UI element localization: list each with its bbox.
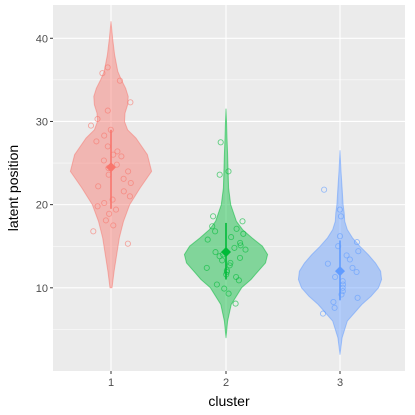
violins	[69, 21, 383, 355]
data-point	[321, 186, 328, 193]
data-point	[116, 77, 123, 84]
data-point	[335, 243, 342, 250]
data-point	[233, 225, 240, 232]
data-point	[209, 223, 216, 230]
violin-group-2	[183, 108, 269, 339]
data-point	[210, 213, 217, 220]
data-point	[127, 179, 134, 187]
data-point	[126, 193, 133, 200]
data-point	[95, 183, 102, 190]
data-point	[225, 290, 232, 297]
data-point	[112, 206, 120, 213]
data-point	[100, 157, 107, 164]
x-tick-label: 2	[223, 377, 229, 389]
data-point	[239, 218, 246, 225]
mean-marker	[221, 247, 231, 258]
data-point	[228, 234, 235, 241]
data-point	[124, 240, 131, 247]
data-point	[338, 291, 345, 298]
data-point	[94, 203, 101, 210]
data-point	[99, 70, 106, 77]
data-point	[212, 228, 219, 235]
data-point	[221, 285, 228, 292]
mean-marker	[106, 162, 116, 173]
data-point	[237, 239, 244, 246]
data-point	[212, 249, 219, 256]
data-point	[113, 161, 120, 168]
x-axis-title: cluster	[208, 393, 250, 409]
data-point	[353, 268, 360, 276]
y-axis-title: latent position	[5, 145, 21, 231]
data-point	[324, 260, 331, 267]
data-point	[204, 236, 211, 243]
data-point	[127, 99, 134, 106]
y-tick-label: 10	[36, 283, 48, 295]
data-point	[120, 175, 127, 182]
data-point	[101, 199, 108, 207]
data-point	[109, 196, 116, 203]
data-point	[118, 153, 125, 160]
data-point	[233, 273, 240, 281]
data-point	[231, 244, 238, 251]
violin-group-3	[297, 150, 383, 355]
data-point	[349, 264, 356, 271]
y-tick-label: 20	[36, 200, 48, 212]
data-point	[104, 107, 111, 114]
data-point	[227, 259, 234, 266]
data-point	[337, 213, 345, 220]
data-point	[336, 206, 343, 213]
data-point	[120, 188, 127, 195]
y-tick-label: 30	[36, 116, 48, 128]
data-point	[90, 228, 97, 235]
data-point	[237, 242, 244, 249]
data-point	[223, 268, 230, 276]
data-point	[336, 233, 344, 240]
data-point	[213, 281, 220, 288]
data-point	[343, 252, 350, 259]
data-point	[114, 148, 121, 155]
data-point	[319, 310, 327, 317]
violin-group-1	[69, 21, 153, 289]
data-point	[226, 262, 233, 269]
data-point	[236, 254, 244, 261]
data-point	[87, 122, 95, 129]
data-point	[94, 115, 101, 123]
data-point	[104, 64, 111, 71]
x-tick-label: 1	[108, 377, 114, 389]
data-point	[232, 300, 239, 307]
data-point	[101, 132, 108, 139]
data-point	[102, 217, 109, 224]
data-point	[331, 304, 338, 311]
data-point	[332, 273, 339, 281]
x-axis: 1 2 3	[108, 371, 343, 389]
data-point	[217, 139, 224, 146]
data-point	[330, 298, 337, 306]
data-point	[110, 222, 117, 229]
mean-marker	[335, 266, 345, 277]
data-point	[216, 171, 223, 178]
data-point	[346, 256, 353, 263]
data-point	[355, 248, 362, 255]
data-point	[240, 230, 247, 237]
data-point	[225, 168, 232, 175]
data-point	[353, 239, 361, 246]
y-tick-label: 40	[36, 33, 48, 45]
data-point	[125, 168, 132, 175]
x-tick-label: 3	[337, 377, 343, 389]
y-axis: 10 20 30 40	[36, 33, 53, 295]
data-point	[106, 210, 113, 217]
data-point	[216, 253, 223, 260]
data-point	[93, 138, 100, 145]
data-point	[203, 264, 210, 271]
data-point	[354, 294, 361, 301]
data-point	[223, 267, 230, 274]
data-point	[242, 246, 249, 253]
